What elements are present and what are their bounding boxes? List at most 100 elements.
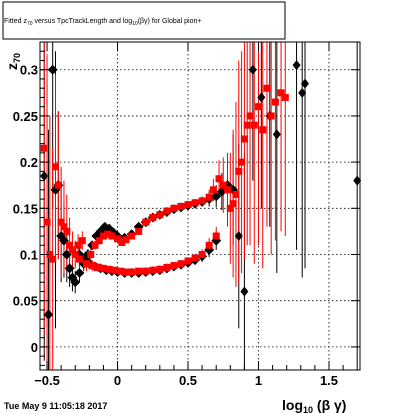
x-tick-label: −0.5: [34, 373, 60, 388]
data-markers: [40, 60, 362, 320]
data-point: [255, 103, 263, 111]
data-point: [215, 175, 223, 183]
data-point: [263, 84, 271, 92]
data-point: [246, 112, 254, 120]
data-point: [71, 251, 79, 259]
data-point: [198, 251, 206, 259]
title-text: Fitted z70 versus TpcTrackLength and log…: [4, 18, 201, 27]
data-point: [205, 193, 213, 201]
data-point: [122, 268, 130, 276]
data-point: [87, 251, 95, 259]
data-point: [238, 158, 246, 166]
data-point: [257, 92, 266, 103]
data-point: [118, 238, 126, 246]
data-point: [301, 78, 310, 89]
y-tick-label: 0.2: [20, 155, 38, 170]
data-point: [298, 87, 307, 98]
data-point: [74, 241, 82, 249]
data-point: [209, 186, 217, 194]
data-point: [163, 263, 171, 271]
data-point: [142, 267, 150, 275]
plot-frame: [39, 41, 361, 371]
data-point: [272, 129, 281, 140]
data-point: [184, 201, 192, 209]
data-point: [205, 241, 213, 249]
data-point: [232, 190, 240, 198]
data-point: [63, 227, 71, 235]
data-point: [46, 251, 54, 259]
data-point: [122, 236, 130, 244]
data-point: [88, 262, 96, 270]
data-point: [226, 204, 234, 212]
data-point: [116, 267, 124, 275]
data-point: [281, 93, 289, 101]
data-point: [91, 241, 99, 249]
data-point: [292, 60, 301, 71]
data-point: [156, 211, 164, 219]
data-point: [59, 235, 69, 246]
axis-ticks: [40, 42, 360, 370]
data-point: [135, 227, 143, 235]
data-point: [248, 64, 257, 75]
data-point: [111, 266, 119, 274]
svg-text:z70: z70: [4, 53, 22, 70]
data-point: [104, 230, 112, 238]
x-axis-title: log10 (β γ): [282, 397, 346, 414]
data-point: [75, 255, 83, 263]
data-point: [250, 121, 258, 129]
data-point: [198, 197, 206, 205]
data-point: [271, 98, 279, 106]
data-point: [184, 257, 192, 265]
data-point: [142, 218, 150, 226]
data-point: [277, 89, 285, 97]
tick-labels: −0.5 0 0.5 1 1.5 0 0.05 0.1 0.15 0.2 0.25 0.3: [13, 63, 338, 388]
data-point: [99, 264, 107, 272]
data-point: [128, 232, 136, 240]
data-point: [105, 265, 113, 273]
data-point: [149, 266, 157, 274]
data-point: [43, 218, 51, 226]
data-point: [149, 214, 157, 222]
data-point: [240, 286, 249, 297]
data-point: [234, 231, 243, 242]
data-point: [66, 241, 74, 249]
data-point: [128, 268, 136, 276]
y-tick-label: 0: [31, 340, 38, 355]
data-point: [95, 237, 103, 245]
data-point: [163, 207, 171, 215]
y-axis-title: z70: [4, 53, 22, 70]
data-point: [229, 200, 237, 208]
data-point: [40, 144, 48, 152]
data-point: [353, 175, 362, 186]
data-point: [267, 112, 275, 120]
data-point: [114, 235, 122, 243]
data-point: [177, 260, 185, 268]
data-point: [243, 121, 251, 129]
data-point: [170, 204, 178, 212]
y-tick-label: 0.3: [20, 63, 38, 78]
data-point: [94, 263, 102, 271]
x-tick-label: 0: [114, 373, 121, 388]
data-point: [259, 126, 267, 134]
data-point: [108, 232, 116, 240]
data-point: [54, 181, 62, 189]
data-point: [191, 254, 199, 262]
data-point: [135, 267, 143, 275]
data-point: [170, 262, 178, 270]
data-point: [240, 135, 248, 143]
data-point: [191, 199, 199, 207]
chart-title: Fitted z70 versus TpcTrackLength and log…: [2, 1, 286, 40]
x-tick-label: 1.5: [320, 373, 338, 388]
data-point: [47, 64, 58, 75]
data-point: [156, 265, 164, 273]
x-tick-label: 0.5: [179, 373, 197, 388]
data-point: [78, 237, 86, 245]
data-point: [52, 163, 60, 171]
y-tick-label: 0.25: [13, 109, 38, 124]
timestamp: Tue May 9 11:05:18 2017: [4, 401, 107, 411]
data-point: [177, 202, 185, 210]
data-point: [60, 223, 68, 231]
